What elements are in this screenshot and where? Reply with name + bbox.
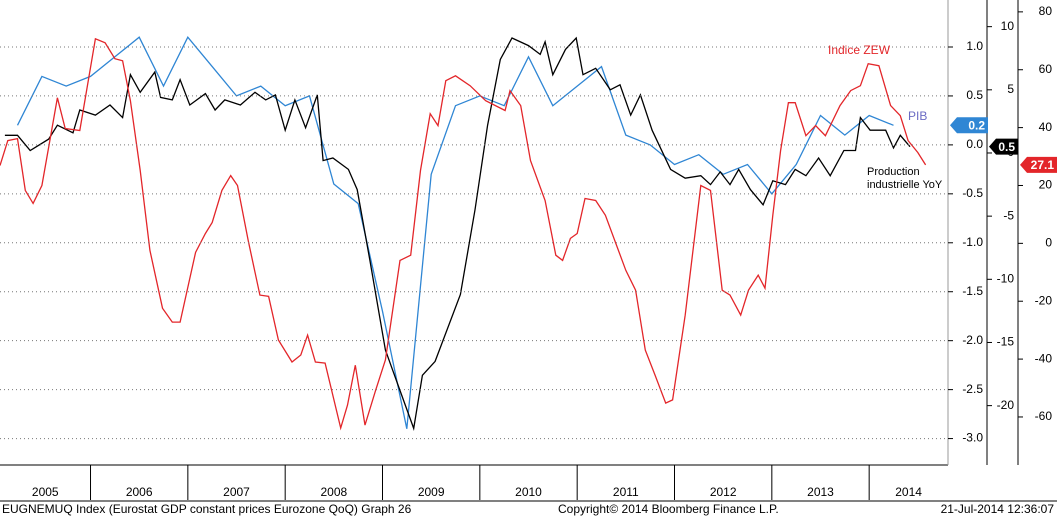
last-value-flag [950, 117, 988, 134]
y-tick-label: -0.5 [962, 186, 983, 200]
x-tick-label: 2011 [613, 485, 639, 499]
x-tick-label: 2013 [807, 485, 834, 499]
y3-tick-label: 20 [1039, 178, 1053, 192]
ip-label: Production industrielle YoY [867, 166, 943, 191]
y-tick-label: -2.5 [962, 382, 983, 396]
series-line [0, 37, 927, 431]
x-tick-label: 2008 [320, 485, 347, 499]
y2-tick-label: -10 [997, 271, 1015, 285]
y3-tick-label: 0 [1045, 236, 1052, 250]
footer-source: EUGNEMUQ Index (Eurostat GDP constant pr… [2, 502, 412, 516]
series-line [16, 36, 894, 429]
last-value-label: 27.1 [1031, 158, 1055, 172]
series-line [4, 36, 911, 431]
x-tick-label: 2009 [418, 485, 445, 499]
y3-tick-label: -40 [1035, 351, 1053, 365]
y2-tick-label: 10 [1001, 19, 1015, 33]
last-value-flag [989, 138, 1018, 155]
zew-label: Indice ZEW [828, 43, 891, 57]
last-value-flag [1020, 156, 1057, 173]
x-tick-label: 2006 [126, 485, 153, 499]
x-tick-label: 2005 [32, 485, 59, 499]
x-tick-label: 2007 [223, 485, 250, 499]
plot-lines [0, 36, 927, 431]
y3-tick-label: -20 [1035, 293, 1053, 307]
x-tick-label: 2010 [515, 485, 542, 499]
x-tick-label: 2014 [895, 485, 922, 499]
y3-tick-label: 80 [1039, 4, 1053, 18]
y2-tick-label: -20 [997, 398, 1015, 412]
footer-timestamp: 21-Jul-2014 12:36:07 [941, 502, 1055, 516]
y-tick-label: 0.0 [966, 137, 983, 151]
y-tick-label: -3.0 [962, 431, 983, 445]
y-tick-label: -2.0 [962, 333, 983, 347]
last-value-label: 0.2 [968, 118, 985, 132]
y3-tick-label: 60 [1039, 62, 1053, 76]
y3-tick-label: -60 [1035, 409, 1053, 423]
y-tick-label: 1.0 [966, 39, 983, 53]
footer-copyright: Copyright© 2014 Bloomberg Finance L.P. [558, 502, 779, 516]
y-tick-label: -1.5 [962, 284, 983, 298]
y3-tick-label: 40 [1039, 120, 1053, 134]
y2-tick-label: 5 [1007, 82, 1014, 96]
last-value-label: 0.5 [998, 140, 1015, 154]
y2-tick-label: -15 [997, 335, 1015, 349]
y-tick-label: -1.0 [962, 235, 983, 249]
x-tick-label: 2012 [710, 485, 737, 499]
y2-tick-label: -5 [1003, 208, 1014, 222]
y-tick-label: 0.5 [966, 88, 983, 102]
pib-label: PIB [908, 109, 928, 123]
